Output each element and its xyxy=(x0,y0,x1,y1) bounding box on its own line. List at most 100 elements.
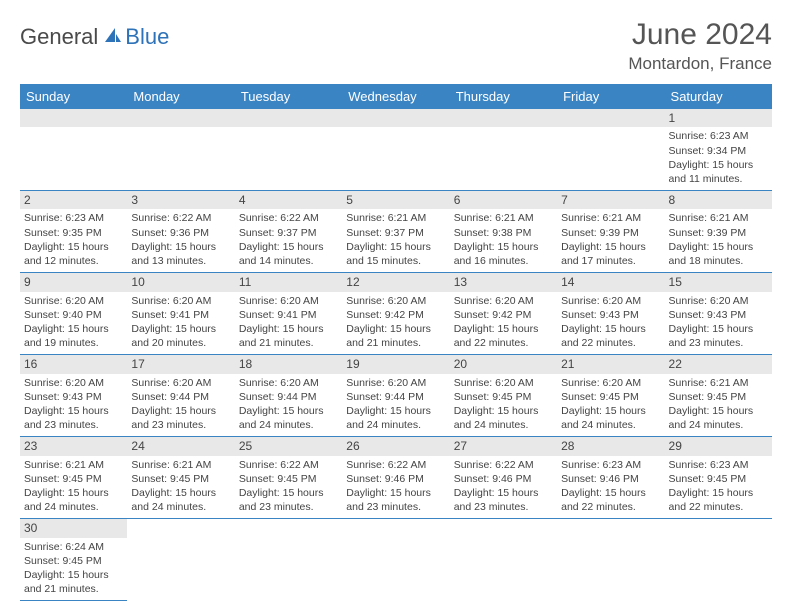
calendar-cell: 11Sunrise: 6:20 AMSunset: 9:41 PMDayligh… xyxy=(235,273,342,355)
daylight-line: Daylight: 15 hours and 22 minutes. xyxy=(669,486,768,514)
calendar-cell: 12Sunrise: 6:20 AMSunset: 9:42 PMDayligh… xyxy=(342,273,449,355)
day-details: Sunrise: 6:20 AMSunset: 9:43 PMDaylight:… xyxy=(665,292,772,355)
calendar-cell: 27Sunrise: 6:22 AMSunset: 9:46 PMDayligh… xyxy=(450,437,557,519)
calendar-cell xyxy=(450,519,557,601)
calendar-cell: 29Sunrise: 6:23 AMSunset: 9:45 PMDayligh… xyxy=(665,437,772,519)
day-details: Sunrise: 6:21 AMSunset: 9:38 PMDaylight:… xyxy=(450,209,557,272)
day-details: Sunrise: 6:20 AMSunset: 9:42 PMDaylight:… xyxy=(450,292,557,355)
sunset-line: Sunset: 9:45 PM xyxy=(454,390,553,404)
calendar-cell: 2Sunrise: 6:23 AMSunset: 9:35 PMDaylight… xyxy=(20,191,127,273)
sunrise-line: Sunrise: 6:21 AM xyxy=(561,211,660,225)
day-number: 6 xyxy=(450,191,557,209)
sunrise-line: Sunrise: 6:20 AM xyxy=(131,294,230,308)
day-number: 19 xyxy=(342,355,449,373)
day-details: Sunrise: 6:20 AMSunset: 9:43 PMDaylight:… xyxy=(20,374,127,437)
daylight-line: Daylight: 15 hours and 24 minutes. xyxy=(24,486,123,514)
calendar-cell: 14Sunrise: 6:20 AMSunset: 9:43 PMDayligh… xyxy=(557,273,664,355)
calendar-cell xyxy=(342,519,449,601)
day-details: Sunrise: 6:23 AMSunset: 9:35 PMDaylight:… xyxy=(20,209,127,272)
sunset-line: Sunset: 9:45 PM xyxy=(561,390,660,404)
sunrise-line: Sunrise: 6:20 AM xyxy=(454,294,553,308)
daylight-line: Daylight: 15 hours and 23 minutes. xyxy=(131,404,230,432)
calendar-cell xyxy=(450,109,557,191)
calendar-cell: 13Sunrise: 6:20 AMSunset: 9:42 PMDayligh… xyxy=(450,273,557,355)
sunset-line: Sunset: 9:45 PM xyxy=(239,472,338,486)
sunrise-line: Sunrise: 6:20 AM xyxy=(239,376,338,390)
sunset-line: Sunset: 9:45 PM xyxy=(131,472,230,486)
sail-icon xyxy=(102,25,122,50)
brand-part2: Blue xyxy=(125,24,169,50)
day-number: 10 xyxy=(127,273,234,291)
title-block: June 2024 Montardon, France xyxy=(628,18,772,74)
daylight-line: Daylight: 15 hours and 20 minutes. xyxy=(131,322,230,350)
day-number: 9 xyxy=(20,273,127,291)
sunrise-line: Sunrise: 6:21 AM xyxy=(454,211,553,225)
sunset-line: Sunset: 9:36 PM xyxy=(131,226,230,240)
day-number: 22 xyxy=(665,355,772,373)
day-number-bar xyxy=(450,109,557,127)
calendar-row: 9Sunrise: 6:20 AMSunset: 9:40 PMDaylight… xyxy=(20,273,772,355)
daylight-line: Daylight: 15 hours and 23 minutes. xyxy=(346,486,445,514)
sunrise-line: Sunrise: 6:23 AM xyxy=(24,211,123,225)
daylight-line: Daylight: 15 hours and 16 minutes. xyxy=(454,240,553,268)
day-header: Thursday xyxy=(450,84,557,109)
day-details: Sunrise: 6:20 AMSunset: 9:43 PMDaylight:… xyxy=(557,292,664,355)
calendar-cell xyxy=(127,109,234,191)
day-details: Sunrise: 6:23 AMSunset: 9:34 PMDaylight:… xyxy=(665,127,772,190)
day-details: Sunrise: 6:21 AMSunset: 9:37 PMDaylight:… xyxy=(342,209,449,272)
sunrise-line: Sunrise: 6:22 AM xyxy=(131,211,230,225)
day-number: 14 xyxy=(557,273,664,291)
sunrise-line: Sunrise: 6:23 AM xyxy=(669,129,768,143)
sunset-line: Sunset: 9:44 PM xyxy=(346,390,445,404)
calendar-cell: 9Sunrise: 6:20 AMSunset: 9:40 PMDaylight… xyxy=(20,273,127,355)
calendar-cell: 24Sunrise: 6:21 AMSunset: 9:45 PMDayligh… xyxy=(127,437,234,519)
day-number-bar xyxy=(342,109,449,127)
location: Montardon, France xyxy=(628,54,772,74)
calendar-row: 2Sunrise: 6:23 AMSunset: 9:35 PMDaylight… xyxy=(20,191,772,273)
sunset-line: Sunset: 9:42 PM xyxy=(346,308,445,322)
sunset-line: Sunset: 9:37 PM xyxy=(346,226,445,240)
calendar-cell: 18Sunrise: 6:20 AMSunset: 9:44 PMDayligh… xyxy=(235,355,342,437)
day-number-bar xyxy=(235,109,342,127)
day-details: Sunrise: 6:20 AMSunset: 9:41 PMDaylight:… xyxy=(127,292,234,355)
calendar-cell: 7Sunrise: 6:21 AMSunset: 9:39 PMDaylight… xyxy=(557,191,664,273)
sunset-line: Sunset: 9:35 PM xyxy=(24,226,123,240)
calendar-cell xyxy=(20,109,127,191)
sunrise-line: Sunrise: 6:20 AM xyxy=(24,376,123,390)
day-details: Sunrise: 6:20 AMSunset: 9:45 PMDaylight:… xyxy=(557,374,664,437)
day-number-bar xyxy=(557,109,664,127)
calendar-cell: 10Sunrise: 6:20 AMSunset: 9:41 PMDayligh… xyxy=(127,273,234,355)
day-number: 27 xyxy=(450,437,557,455)
sunrise-line: Sunrise: 6:22 AM xyxy=(346,458,445,472)
day-details: Sunrise: 6:20 AMSunset: 9:45 PMDaylight:… xyxy=(450,374,557,437)
sunrise-line: Sunrise: 6:20 AM xyxy=(454,376,553,390)
day-number: 3 xyxy=(127,191,234,209)
sunrise-line: Sunrise: 6:20 AM xyxy=(561,376,660,390)
day-number: 21 xyxy=(557,355,664,373)
sunrise-line: Sunrise: 6:24 AM xyxy=(24,540,123,554)
day-number-bar xyxy=(450,519,557,537)
daylight-line: Daylight: 15 hours and 21 minutes. xyxy=(346,322,445,350)
calendar-cell: 22Sunrise: 6:21 AMSunset: 9:45 PMDayligh… xyxy=(665,355,772,437)
day-number: 5 xyxy=(342,191,449,209)
month-title: June 2024 xyxy=(628,18,772,52)
day-number-bar xyxy=(342,519,449,537)
day-details: Sunrise: 6:21 AMSunset: 9:45 PMDaylight:… xyxy=(665,374,772,437)
sunrise-line: Sunrise: 6:20 AM xyxy=(346,376,445,390)
calendar-cell xyxy=(235,519,342,601)
sunrise-line: Sunrise: 6:20 AM xyxy=(24,294,123,308)
day-number: 12 xyxy=(342,273,449,291)
daylight-line: Daylight: 15 hours and 13 minutes. xyxy=(131,240,230,268)
sunset-line: Sunset: 9:37 PM xyxy=(239,226,338,240)
day-number-bar xyxy=(127,109,234,127)
day-header: Saturday xyxy=(665,84,772,109)
sunset-line: Sunset: 9:44 PM xyxy=(239,390,338,404)
day-details: Sunrise: 6:24 AMSunset: 9:45 PMDaylight:… xyxy=(20,538,127,601)
day-details: Sunrise: 6:20 AMSunset: 9:44 PMDaylight:… xyxy=(342,374,449,437)
sunrise-line: Sunrise: 6:23 AM xyxy=(561,458,660,472)
day-details: Sunrise: 6:21 AMSunset: 9:45 PMDaylight:… xyxy=(20,456,127,519)
day-number-bar xyxy=(20,109,127,127)
sunset-line: Sunset: 9:38 PM xyxy=(454,226,553,240)
sunset-line: Sunset: 9:43 PM xyxy=(561,308,660,322)
day-header: Tuesday xyxy=(235,84,342,109)
